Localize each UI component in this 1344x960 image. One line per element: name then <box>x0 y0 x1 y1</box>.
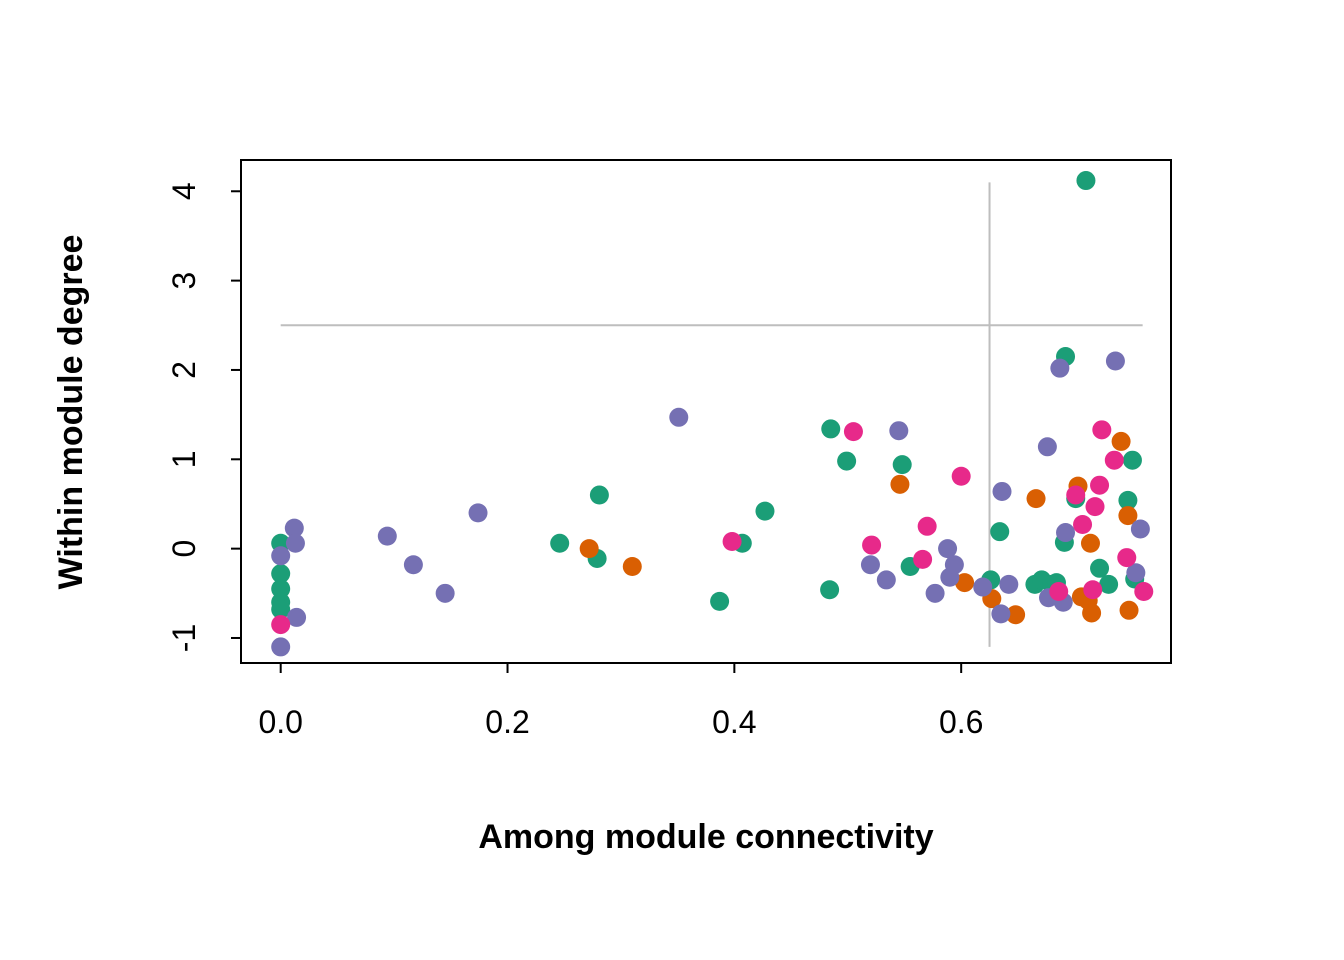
x-tick-label: 0.4 <box>712 704 756 740</box>
y-axis-title: Within module degree <box>52 235 90 590</box>
data-point <box>951 466 971 486</box>
y-tick-label: 2 <box>166 361 202 379</box>
y-tick-label: -1 <box>166 624 202 652</box>
data-point <box>1119 600 1139 620</box>
data-point <box>944 555 964 575</box>
data-point <box>843 422 863 442</box>
y-tick-label: 3 <box>166 272 202 290</box>
data-point <box>892 455 912 475</box>
data-point <box>999 574 1019 594</box>
data-point <box>991 604 1011 624</box>
data-point <box>1090 558 1110 578</box>
x-tick-label: 0.2 <box>485 704 529 740</box>
data-point <box>1080 533 1100 553</box>
data-point <box>1105 351 1125 371</box>
y-tick-label: 4 <box>166 182 202 200</box>
data-point <box>1066 485 1086 505</box>
data-point <box>1117 548 1137 568</box>
data-point <box>1073 515 1093 535</box>
data-point <box>1111 431 1131 451</box>
y-tick-label: 0 <box>166 540 202 558</box>
y-tick-label: 1 <box>166 450 202 468</box>
data-point <box>622 557 642 577</box>
data-point <box>377 526 397 546</box>
data-points <box>271 171 1154 657</box>
data-point <box>1037 437 1057 457</box>
data-point <box>913 549 933 569</box>
data-point <box>1026 489 1046 509</box>
x-tick-label: 0.0 <box>258 704 302 740</box>
data-point <box>955 573 975 593</box>
data-point <box>285 533 305 553</box>
data-point <box>1006 605 1026 625</box>
data-point <box>271 637 291 657</box>
data-point <box>1076 171 1096 191</box>
data-point <box>1134 582 1154 602</box>
x-tick-label: 0.6 <box>939 704 983 740</box>
data-point <box>271 546 291 566</box>
data-point <box>973 577 993 597</box>
data-point <box>1050 358 1070 378</box>
data-point <box>669 407 689 427</box>
data-point <box>1126 563 1146 583</box>
data-point <box>1122 450 1142 470</box>
x-axis: 0.0 0.2 0.4 0.6 <box>258 663 983 740</box>
data-point <box>992 481 1012 501</box>
data-point <box>938 539 958 559</box>
data-point <box>1085 497 1105 517</box>
x-axis-title: Among module connectivity <box>478 818 933 856</box>
data-point <box>917 516 937 536</box>
data-point <box>403 555 423 575</box>
data-point <box>755 501 775 521</box>
data-point <box>287 607 307 627</box>
data-point <box>890 474 910 494</box>
data-point <box>860 555 880 575</box>
data-point <box>837 451 857 471</box>
data-point <box>1104 450 1124 470</box>
y-axis: -1 0 1 2 3 4 <box>166 182 241 652</box>
data-point <box>990 522 1010 542</box>
data-point <box>1049 582 1069 602</box>
data-point <box>435 583 455 603</box>
data-point <box>1082 603 1102 623</box>
data-point <box>710 591 730 611</box>
data-point <box>1099 574 1119 594</box>
data-point <box>1118 490 1138 510</box>
data-point <box>821 419 841 439</box>
data-point <box>284 518 304 538</box>
data-point <box>1130 519 1150 539</box>
data-point <box>271 564 291 584</box>
data-point <box>1090 475 1110 495</box>
data-point <box>579 539 599 559</box>
data-point <box>820 580 840 600</box>
data-point <box>1118 506 1138 526</box>
plot-frame <box>240 159 1172 664</box>
data-point <box>722 531 742 551</box>
data-point <box>1092 420 1112 440</box>
data-point <box>1056 523 1076 543</box>
data-point <box>876 570 896 590</box>
data-point <box>271 579 291 599</box>
data-point <box>550 533 570 553</box>
data-point <box>271 615 291 635</box>
data-point <box>889 421 909 441</box>
data-point <box>271 599 291 619</box>
data-point <box>925 583 945 603</box>
data-point <box>468 503 488 523</box>
data-point <box>1083 580 1103 600</box>
reference-lines <box>280 182 1143 647</box>
data-point <box>862 535 882 555</box>
data-point <box>589 485 609 505</box>
